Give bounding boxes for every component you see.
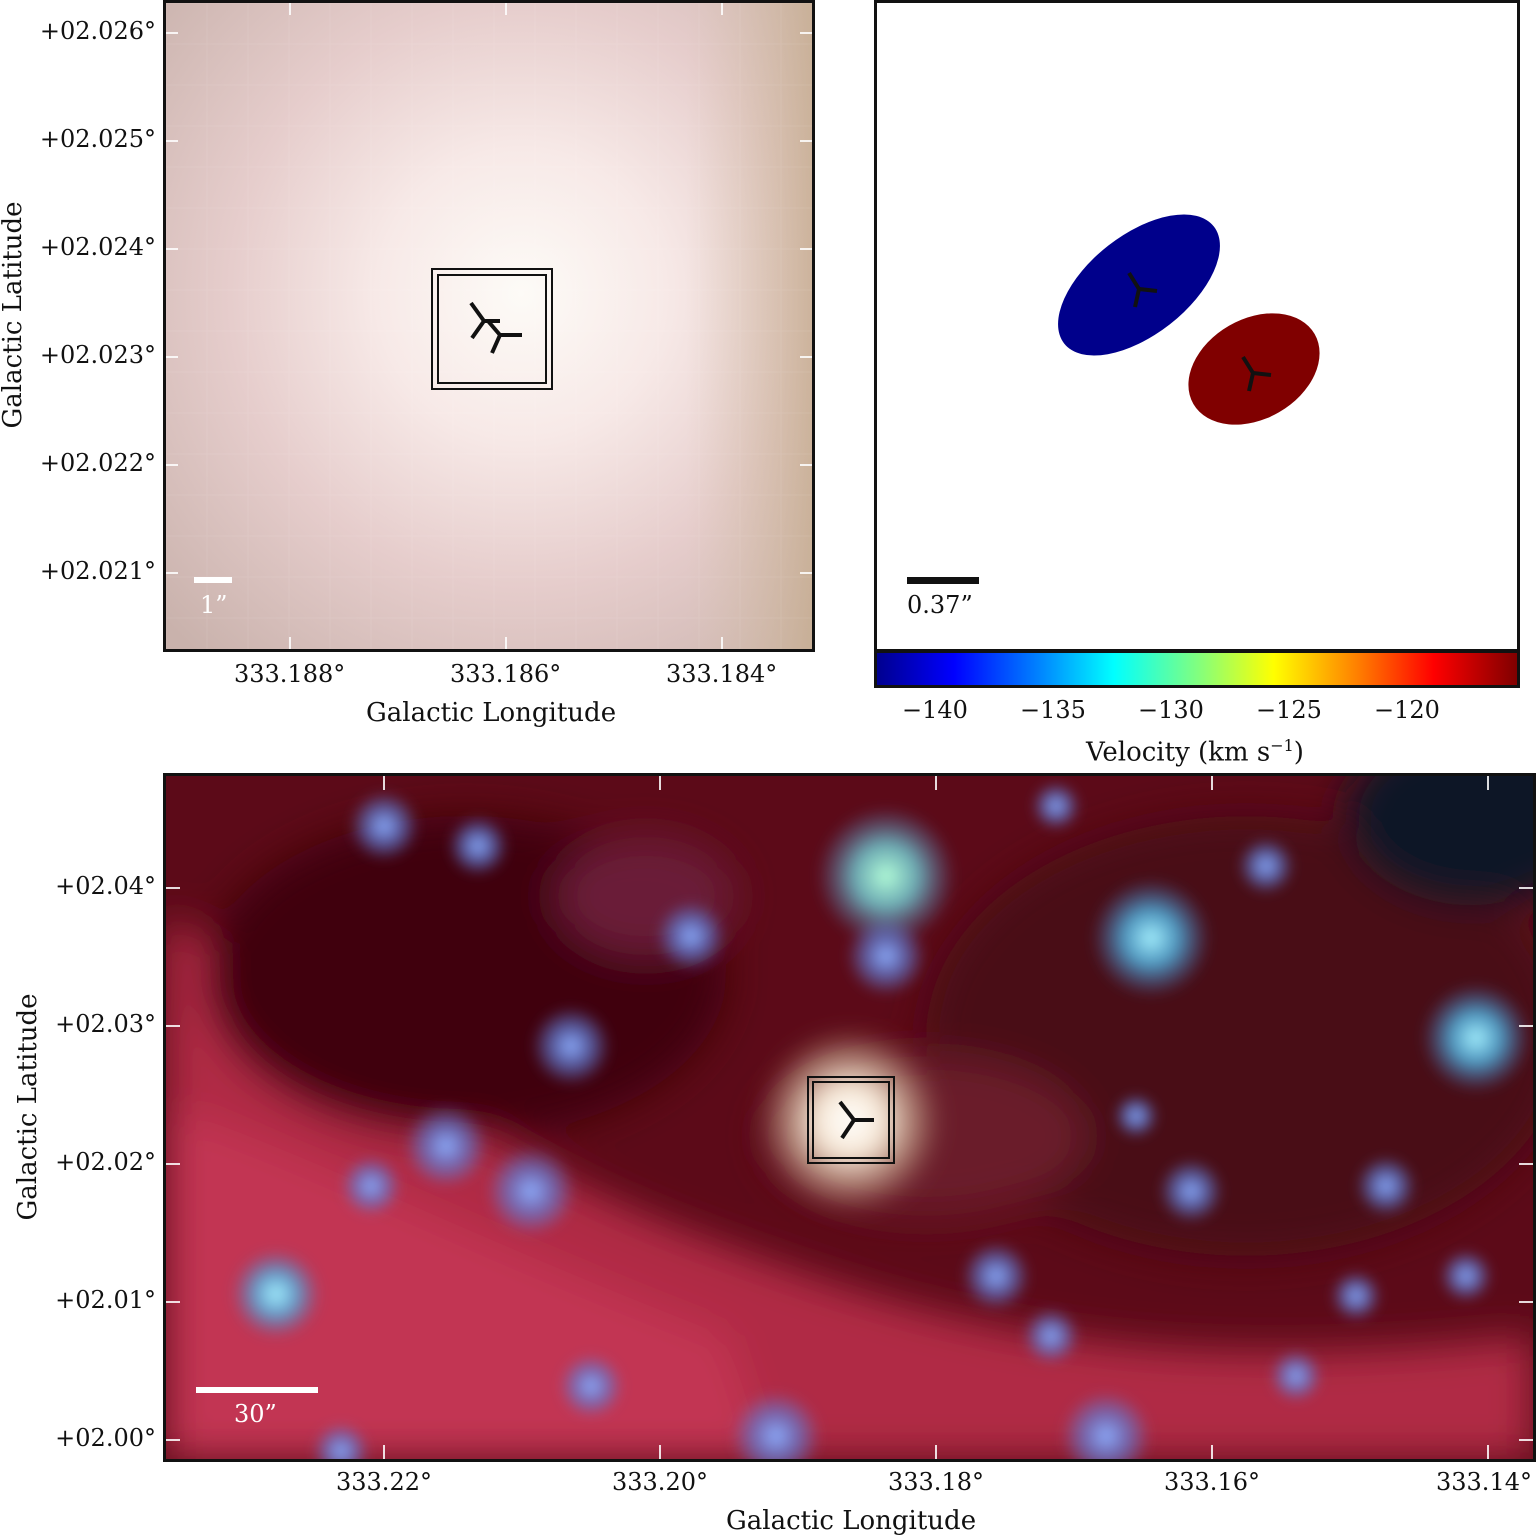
y-axis-title: Galactic Latitude [13, 993, 43, 1221]
wide-field-image [166, 776, 1533, 1459]
colorbar-title-end: ) [1293, 737, 1304, 768]
x-tick-label: 333.18° [888, 1468, 984, 1496]
colorbar-tick-label: −140 [902, 696, 968, 724]
maser-marker-icon [1127, 271, 1272, 392]
y-tick-label: +02.025° [39, 125, 156, 153]
velocity-map-panel: 0.37” [874, 0, 1520, 652]
source-box [431, 268, 553, 390]
x-tick-label: 333.16° [1164, 1468, 1260, 1496]
y-tick-label: +02.04° [55, 872, 156, 900]
y-tick-label: +02.02° [55, 1148, 156, 1176]
zoom-image [166, 3, 812, 649]
y-tick-label: +02.021° [39, 557, 156, 585]
x-tick-label: 333.188° [234, 660, 346, 688]
colorbar-tick-label: −120 [1374, 696, 1440, 724]
zoom-scalebar [194, 577, 232, 583]
y-tick-label: +02.00° [55, 1424, 156, 1452]
x-tick-label: 333.184° [666, 660, 778, 688]
colorbar-tick-label: −135 [1020, 696, 1086, 724]
wide-field-scalebar [196, 1387, 318, 1393]
y-tick-label: +02.024° [39, 233, 156, 261]
y-tick-label: +02.022° [39, 449, 156, 477]
x-axis-title: Galactic Longitude [726, 1506, 977, 1536]
wide-field-panel: 30” [163, 773, 1536, 1462]
colorbar-title: Velocity (km s−1) [1086, 736, 1304, 768]
y-tick-label: +02.03° [55, 1010, 156, 1038]
colorbar-tick-label: −130 [1138, 696, 1204, 724]
velocity-map [907, 214, 1320, 584]
velocity-colorbar [874, 650, 1520, 688]
x-tick-label: 333.186° [450, 660, 562, 688]
colorbar-title-text: Velocity (km s [1086, 737, 1271, 768]
wide-field-scalebar-label: 30” [234, 1400, 277, 1428]
y-tick-label: +02.026° [39, 17, 156, 45]
blueshifted-maser-spot [1058, 214, 1220, 356]
maser-marker-icon [838, 1100, 874, 1140]
x-axis-title: Galactic Longitude [366, 698, 617, 728]
y-tick-label: +02.01° [55, 1286, 156, 1314]
y-tick-label: +02.023° [39, 341, 156, 369]
maser-marker-icon [469, 301, 522, 354]
colorbar-tick-label: −125 [1256, 696, 1322, 724]
zoom-image-panel: 1” [163, 0, 815, 652]
y-axis-title: Galactic Latitude [0, 201, 28, 429]
velocity-scalebar-label: 0.37” [907, 591, 973, 619]
redshifted-maser-spot [1188, 313, 1320, 425]
colorbar-title-sup: −1 [1270, 736, 1294, 755]
x-tick-label: 333.14° [1436, 1468, 1532, 1496]
x-tick-label: 333.22° [336, 1468, 432, 1496]
velocity-scalebar [907, 577, 979, 584]
zoom-scalebar-label: 1” [200, 591, 228, 619]
x-tick-label: 333.20° [612, 1468, 708, 1496]
source-box [807, 1076, 895, 1164]
